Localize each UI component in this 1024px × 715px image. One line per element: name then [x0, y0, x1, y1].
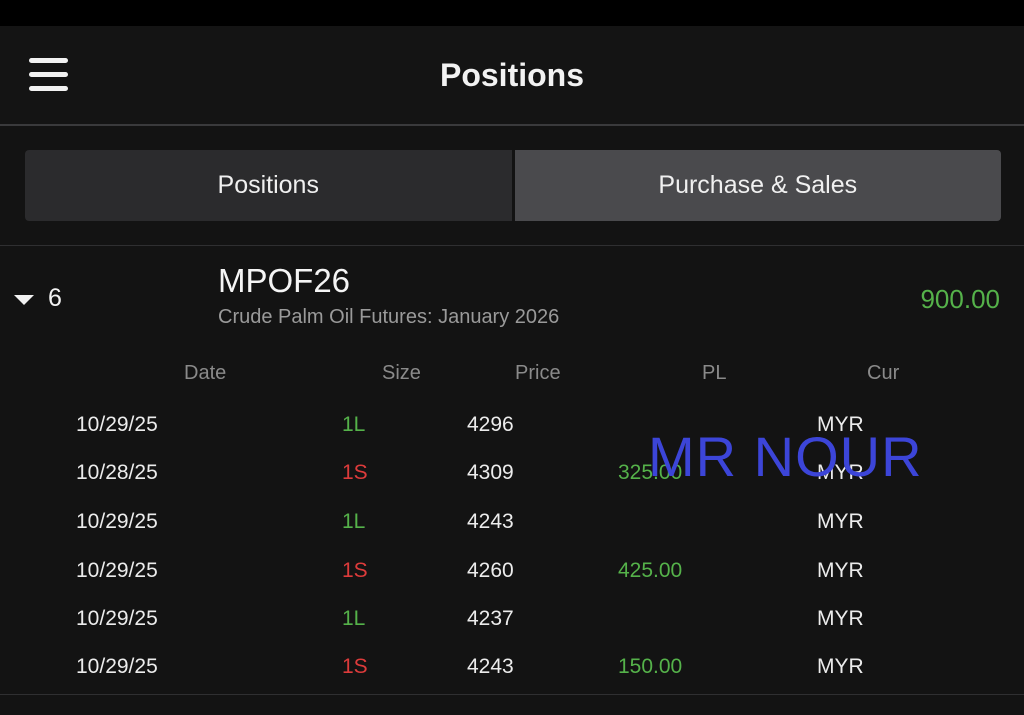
- trade-pl: 325.00: [618, 461, 683, 484]
- divider: [0, 245, 1024, 246]
- trade-date: 10/29/25: [76, 559, 158, 582]
- trade-price: 4237: [467, 607, 514, 630]
- column-header-pl: PL: [702, 362, 727, 384]
- trade-currency: MYR: [817, 510, 864, 533]
- trade-currency: MYR: [817, 413, 864, 436]
- trade-size: 1L: [342, 607, 366, 630]
- column-header-cur: Cur: [867, 362, 900, 384]
- column-header-size: Size: [382, 362, 421, 384]
- app-header: Positions: [0, 26, 1024, 126]
- trade-price: 4309: [467, 461, 514, 484]
- trade-size: 1S: [342, 461, 368, 484]
- page-title: Positions: [439, 57, 584, 93]
- trade-price: 4243: [467, 655, 514, 678]
- tab-positions[interactable]: Positions: [25, 150, 512, 221]
- tab-bar: Positions Purchase & Sales: [25, 150, 1001, 221]
- trade-pl: 425.00: [618, 559, 683, 582]
- trade-size: 1S: [342, 655, 368, 678]
- trade-currency: MYR: [817, 607, 864, 630]
- trade-date: 10/29/25: [76, 655, 158, 678]
- trade-price: 4243: [467, 510, 514, 533]
- trade-price: 4260: [467, 559, 514, 582]
- trade-date: 10/29/25: [76, 607, 158, 630]
- contract-symbol: MPOF26: [218, 262, 351, 299]
- tab-purchase-and-sales[interactable]: Purchase & Sales: [514, 150, 1001, 221]
- table-row[interactable]: 10/29/25 1L 4296 MYR: [0, 401, 1024, 449]
- divider: [0, 694, 1024, 695]
- table-row[interactable]: 10/29/25 1L 4237 MYR: [0, 595, 1024, 643]
- column-header-price: Price: [515, 362, 561, 384]
- trade-pl: 150.00: [618, 655, 683, 678]
- trade-currency: MYR: [817, 559, 864, 582]
- trade-date: 10/28/25: [76, 461, 158, 484]
- table-row[interactable]: 10/29/25 1S 4260 425.00 MYR: [0, 547, 1024, 595]
- trade-size: 1L: [342, 510, 366, 533]
- total-pl: 900.00: [920, 284, 1000, 314]
- position-group-header[interactable]: 6 MPOF26 Crude Palm Oil Futures: January…: [0, 248, 1024, 348]
- table-row[interactable]: 10/28/25 1S 4309 325.00 MYR: [0, 449, 1024, 497]
- caret-down-icon[interactable]: [14, 295, 34, 305]
- watermark-text: MR NOUR: [648, 425, 923, 488]
- trade-currency: MYR: [817, 461, 864, 484]
- table-row[interactable]: 10/29/25 1S 4243 150.00 MYR: [0, 643, 1024, 691]
- contract-description: Crude Palm Oil Futures: January 2026: [218, 306, 560, 328]
- trade-date: 10/29/25: [76, 413, 158, 436]
- trade-size: 1L: [342, 413, 366, 436]
- trade-price: 4296: [467, 413, 514, 436]
- status-bar: [0, 0, 1024, 26]
- column-header-date: Date: [184, 362, 227, 384]
- hamburger-menu-icon[interactable]: [29, 58, 68, 92]
- trade-size: 1S: [342, 559, 368, 582]
- group-count: 6: [48, 284, 62, 312]
- table-header: Date Size Price PL Cur: [0, 362, 1024, 392]
- trade-currency: MYR: [817, 655, 864, 678]
- table-row[interactable]: 10/29/25 1L 4243 MYR: [0, 498, 1024, 546]
- trade-date: 10/29/25: [76, 510, 158, 533]
